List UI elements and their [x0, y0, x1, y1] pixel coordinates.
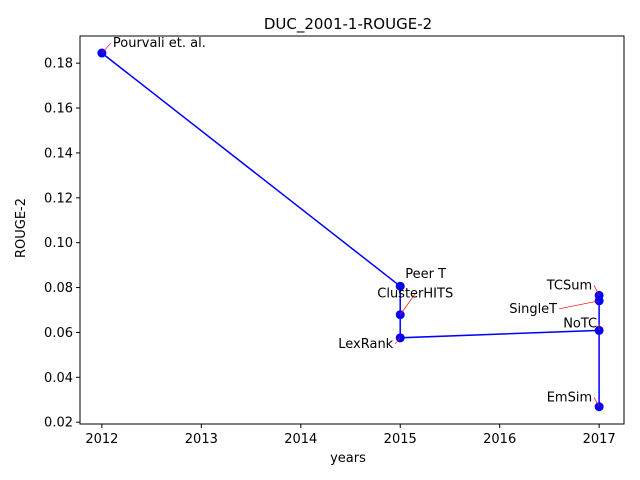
y-axis-label: ROUGE-2 [14, 198, 29, 258]
axes: 2012 2013 2014 2015 2016 2017 0.02 0.04 0.06 0.08… [44, 35, 625, 447]
y-tick-label: 0.06 [44, 326, 73, 341]
annotation-label: EmSim [547, 391, 592, 406]
plot-frame [79, 35, 625, 425]
annotation-label: Peer T [405, 267, 446, 282]
annotation-label: NoTC [563, 316, 597, 331]
annotation-arrow [399, 293, 416, 315]
y-tick-label: 0.18 [44, 57, 73, 72]
y-tick-label: 0.02 [44, 416, 73, 431]
annotation-label: LexRank [338, 337, 393, 352]
annotation-arrow [101, 42, 112, 54]
x-tick-label: 2014 [284, 432, 317, 447]
annotation-label: ClusterHITS [377, 287, 453, 302]
x-tick-label: 2017 [583, 432, 616, 447]
series-line [97, 48, 604, 412]
y-tick-label: 0.08 [44, 281, 73, 296]
chart-title: DUC_2001-1-ROUGE-2 [264, 15, 432, 34]
annotation-label: SingleT [509, 302, 557, 317]
y-tick-label: 0.04 [44, 371, 73, 386]
y-tick-label: 0.14 [44, 146, 73, 161]
x-tick-label: 2015 [384, 432, 417, 447]
annotation-arrow [593, 285, 600, 296]
annotation-arrow [593, 397, 600, 407]
annotation-arrow [394, 337, 401, 345]
series-path [101, 52, 600, 407]
y-tick-label: 0.16 [44, 102, 73, 117]
annotation-label: Pourvali et. al. [113, 36, 206, 51]
annotation-arrow [559, 300, 600, 310]
x-tick-label: 2016 [483, 432, 516, 447]
annotations: Pourvali et. al. Peer T ClusterHITS LexRank… [101, 36, 600, 407]
y-tick-label: 0.12 [44, 191, 73, 206]
x-tick-label: 2012 [85, 432, 118, 447]
x-axis-label: years [330, 451, 366, 466]
x-tick-label: 2013 [185, 432, 218, 447]
data-point [395, 281, 405, 291]
annotation-label: TCSum [546, 278, 592, 293]
y-tick-label: 0.10 [44, 236, 73, 251]
